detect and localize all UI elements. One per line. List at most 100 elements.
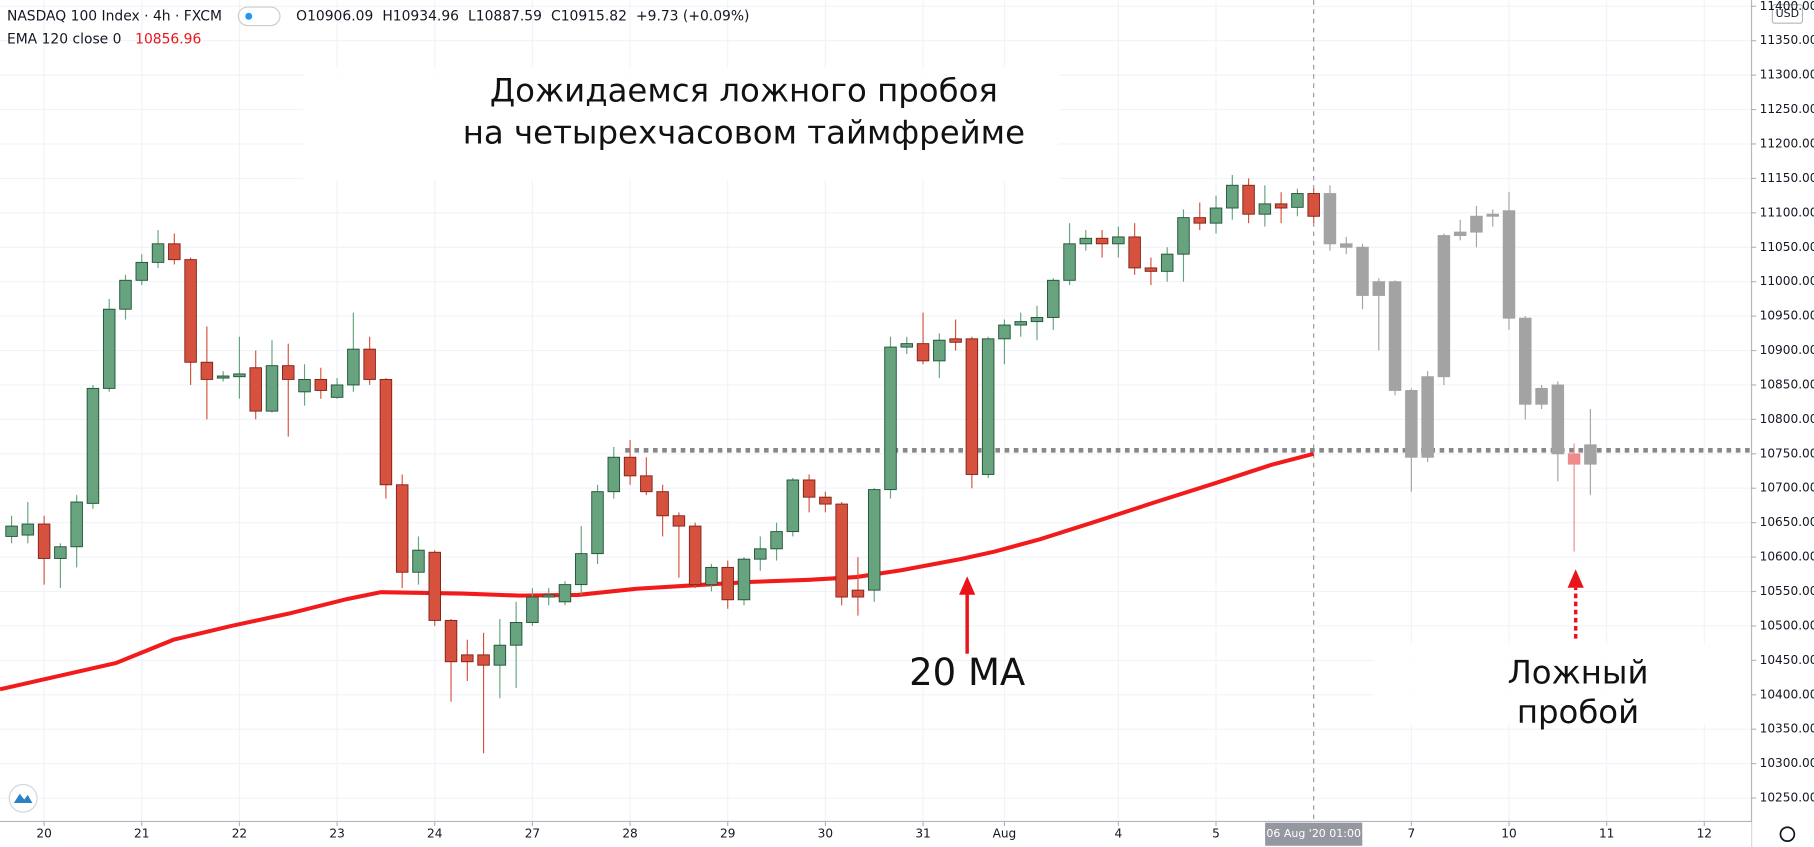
candle-body [688, 525, 702, 586]
candle-body [1437, 235, 1451, 378]
arrow-head [959, 576, 976, 595]
candle-body [1307, 193, 1320, 217]
y-tick-label: 10300.00 [1760, 756, 1814, 770]
candle-body [1144, 267, 1158, 272]
candle-body [737, 558, 751, 601]
candle-body [70, 501, 83, 548]
candle-body [184, 259, 197, 363]
candle-body [1063, 243, 1076, 281]
candle-body [1226, 184, 1239, 209]
candle-body [509, 622, 523, 646]
candle-body [900, 343, 914, 348]
candle-body [623, 456, 637, 477]
x-tick-label: 28 [622, 827, 637, 841]
annotation: на четырехчасовом таймфрейме [463, 113, 1025, 151]
x-tick-label: 5 [1212, 827, 1220, 841]
candle-body [102, 308, 116, 389]
candle-body [1356, 246, 1369, 296]
x-tick-label: 29 [720, 827, 735, 841]
candle-body [1030, 317, 1044, 323]
axes: 10250.00 10300.00 10350.00 10400.00 10450.00… [36, 0, 1814, 846]
candle-body [1177, 217, 1190, 255]
y-tick-label: 11150.00 [1760, 171, 1814, 185]
y-tick-label: 10850.00 [1760, 377, 1814, 391]
currency: USD [1776, 7, 1799, 20]
annotation-box [1374, 642, 1752, 726]
candle-body [461, 654, 474, 663]
candle-body [705, 566, 718, 586]
candle-body [1160, 253, 1174, 272]
candle-body [1014, 321, 1027, 326]
y-tick-label: 10600.00 [1760, 550, 1814, 564]
candle-body [656, 491, 669, 517]
y-tick-label: 10750.00 [1760, 446, 1814, 460]
candle-body [1551, 384, 1565, 455]
crosshair-label: 06 Aug '20 01:00 [1266, 827, 1361, 840]
candle-body [428, 551, 441, 621]
candle-body [949, 338, 962, 343]
settings-icon[interactable] [1779, 826, 1796, 843]
annotation-box [303, 67, 1060, 181]
candle-body [282, 365, 295, 380]
candle-body [395, 484, 409, 573]
y-tick-label: 10550.00 [1760, 584, 1814, 598]
logo-mark [13, 793, 33, 803]
status-badge[interactable] [237, 6, 281, 27]
candle-body [1372, 281, 1386, 296]
indicator-value: 10856.96 [135, 31, 201, 47]
y-tick-label: 10500.00 [1760, 618, 1814, 632]
indicator-name: EMA 120 close 0 [7, 31, 122, 47]
candle-body [1242, 184, 1255, 215]
ohlc-item: +9.73 (+0.09%) [636, 8, 749, 24]
candle-body [1470, 215, 1483, 233]
y-tick-label: 10650.00 [1760, 515, 1814, 529]
candle-body [558, 584, 572, 603]
candle-body [200, 361, 214, 380]
ohlc-item: H10934.96 [382, 8, 459, 24]
candle-body [54, 546, 67, 559]
candle-body [1112, 236, 1125, 245]
y-tick-label: 11400.00 [1760, 0, 1814, 13]
y-tick-label: 10800.00 [1760, 412, 1814, 426]
candle-body [802, 479, 816, 498]
candle-body [819, 496, 832, 505]
candle-body [1128, 236, 1141, 269]
y-tick-label: 10450.00 [1760, 653, 1814, 667]
candle-body [1567, 453, 1581, 465]
candle-body [867, 489, 881, 591]
time-axis [0, 821, 1752, 847]
crosshair-label-box [1265, 822, 1363, 846]
indicator-legend: EMA 120 close 0 10856.96 [7, 31, 201, 47]
candle-body [672, 515, 686, 527]
annotation-ma: 20 MA [909, 651, 1026, 694]
candle-body [1095, 237, 1109, 245]
y-tick-label: 11000.00 [1760, 274, 1814, 288]
candle-body [851, 589, 865, 598]
y-tick-label: 11200.00 [1760, 136, 1814, 150]
candle-body [1405, 390, 1418, 458]
candle-body [135, 261, 149, 281]
candle-body [1079, 237, 1093, 245]
candle-body [916, 343, 930, 362]
x-tick-label: 7 [1407, 827, 1415, 841]
candle-body [168, 243, 181, 261]
candle-body [347, 348, 360, 386]
currency-badge[interactable] [1771, 4, 1804, 24]
x-tick-label: 21 [134, 827, 149, 841]
candle-body [1453, 231, 1467, 237]
candle-body [835, 503, 848, 598]
ohlc-item: O10906.09 [296, 8, 373, 24]
x-tick-label: 12 [1697, 827, 1712, 841]
ohlc-item: C10915.82 [551, 8, 627, 24]
y-tick-label: 11250.00 [1760, 102, 1814, 116]
candle-body [607, 456, 621, 493]
candle-body [1502, 210, 1516, 319]
arrow-head [1567, 569, 1584, 588]
x-tick-label: 27 [525, 827, 540, 841]
candle-body [526, 596, 539, 623]
candle-body [119, 279, 132, 310]
candle-body [1486, 213, 1499, 217]
candle-body [1584, 444, 1597, 465]
candle-body [1274, 203, 1288, 209]
